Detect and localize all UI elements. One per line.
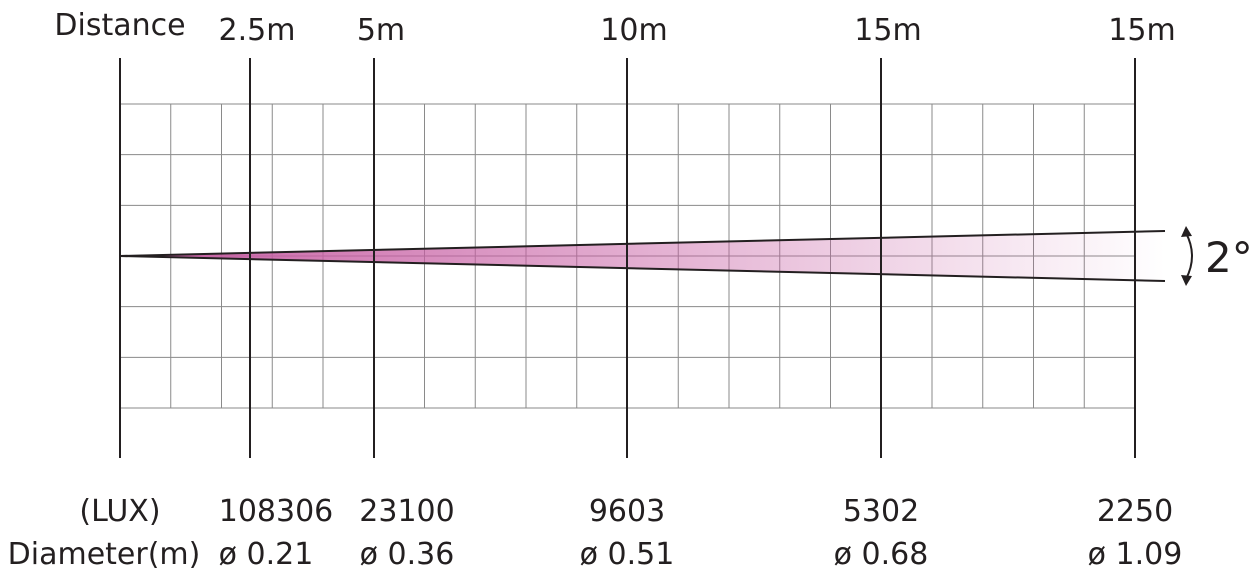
distance-label: 5m [357,13,405,48]
arrow-head-bottom-icon [1181,275,1192,286]
distance-label: 2.5m [219,13,296,48]
distance-label: 10m [600,13,667,48]
diameter-value: ø 0.21 [219,537,314,571]
lux-value: 5302 [843,494,919,529]
light-beam [120,231,1165,281]
diameter-value: ø 1.09 [1088,537,1183,571]
lux-value: 108306 [219,494,334,529]
distance-markers: 2.5m 108306 ø 0.21 5m 23100 ø 0.36 10m 9603 ø 0.… [119,13,1183,571]
distance-label: 15m [1108,13,1175,48]
beam-edge-line [119,255,1166,282]
diameter-value: ø 0.68 [834,537,929,571]
diameter-header: Diameter(m) [8,537,201,571]
lux-value: 2250 [1097,494,1173,529]
beam-edges [119,230,1166,282]
lux-header: (LUX) [79,494,160,529]
arrow-head-top-icon [1181,226,1192,237]
beam-angle-label: 2° [1205,233,1253,282]
double-arrow-icon [1185,232,1193,280]
beam-angle-indicator: 2° [1181,226,1253,286]
distance-label: 15m [854,13,921,48]
lux-value: 23100 [359,494,454,529]
diameter-value: ø 0.51 [580,537,675,571]
distance-header: Distance [54,8,185,43]
diameter-value: ø 0.36 [360,537,455,571]
beam-edge-line [119,230,1166,257]
lux-value: 9603 [589,494,665,529]
